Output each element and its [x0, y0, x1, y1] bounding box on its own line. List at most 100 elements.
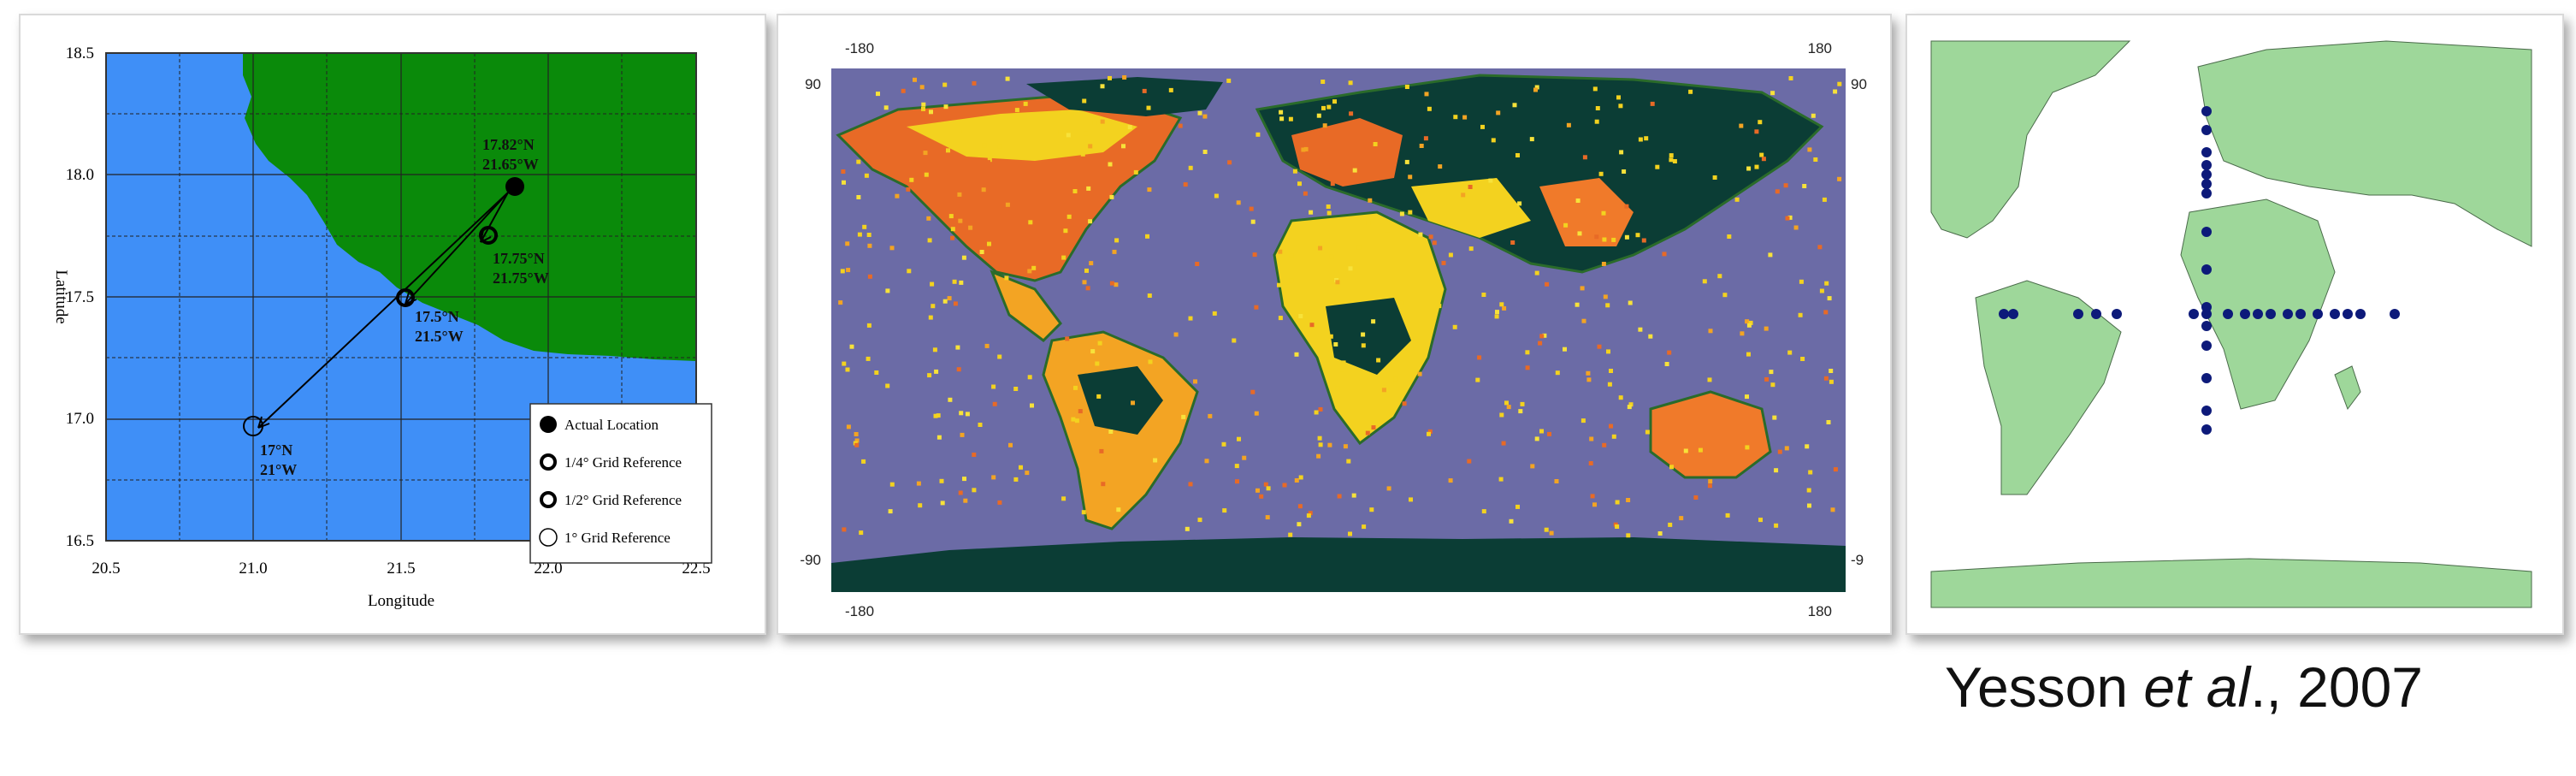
occurrence-dot [1297, 181, 1302, 187]
occurrence-dot [1775, 189, 1780, 194]
occurrence-dot [1626, 498, 1631, 502]
x-tick-label: 22.5 [682, 560, 710, 578]
occurrence-dot [1362, 524, 1367, 530]
occurrence-dot [1101, 482, 1106, 487]
occurrence-dot [1683, 448, 1688, 453]
antarctica-landmass [831, 537, 1846, 592]
occurrence-dot [1837, 176, 1842, 181]
occurrence-dot [947, 169, 952, 175]
occurrence-dot [1807, 147, 1812, 152]
occurrence-dot [1717, 274, 1722, 279]
occurrence-dot [1702, 279, 1707, 284]
occurrence-dot [1128, 361, 1133, 366]
occurrence-dot [1837, 81, 1842, 86]
occurrence-dot [1346, 459, 1351, 464]
occurrence-dot [948, 397, 953, 402]
y-tick-labels: 18.5 18.0 17.5 17.0 16.5 [66, 44, 94, 550]
occurrence-dot [1605, 303, 1610, 308]
occurrence-dot [1688, 89, 1693, 94]
occurrence-point [2201, 373, 2212, 383]
occurrence-dot [1787, 215, 1793, 220]
occurrence-dot [838, 300, 843, 305]
point-label: 21.75°W [493, 270, 549, 287]
occurrence-dot [1265, 515, 1270, 520]
occurrence-dot [1774, 523, 1779, 528]
occurrence-dot [1461, 193, 1466, 198]
occurrence-dot [1638, 137, 1643, 142]
occurrence-point [2008, 309, 2018, 319]
occurrence-dot [1208, 413, 1213, 418]
occurrence-dot [1147, 293, 1152, 298]
occurrence-dot [1307, 133, 1312, 138]
half-degree-marker [396, 288, 415, 307]
occurrence-dot [846, 268, 851, 273]
latitude-label-left-bottom: -90 [800, 552, 821, 568]
occurrence-dot [986, 160, 991, 165]
point-label: 17.5°N [415, 308, 459, 325]
occurrence-dot [1028, 220, 1033, 225]
occurrence-dot [885, 383, 890, 388]
occurrence-dot [1745, 319, 1750, 324]
occurrence-dot [1226, 78, 1232, 83]
occurrence-dot [1448, 478, 1453, 483]
occurrence-dot [942, 299, 948, 304]
occurrence-dot [984, 343, 990, 348]
occurrence-dot [1095, 361, 1100, 366]
occurrence-dot [1506, 405, 1511, 410]
x-axis-label: Longitude [368, 592, 434, 610]
occurrence-dot [978, 423, 983, 427]
occurrence-dot [842, 361, 847, 366]
occurrence-dot [895, 193, 900, 198]
occurrence-point [2201, 106, 2212, 116]
plot-frame [105, 52, 697, 542]
occurrence-dot [924, 172, 929, 177]
occurrence-dot [1256, 132, 1261, 137]
occurrence-dot [1121, 144, 1126, 149]
occurrence-dot [1817, 245, 1823, 250]
occurrence-dot [1092, 121, 1097, 126]
occurrence-dot [965, 412, 970, 417]
occurrence-dot [1114, 282, 1119, 287]
occurrence-dot [1371, 425, 1376, 430]
occurrence-dot [1746, 323, 1752, 328]
occurrence-dot [1602, 442, 1607, 447]
occurrence-dot [1348, 266, 1353, 271]
occurrence-dot [1592, 86, 1598, 92]
occurrence-dot [1348, 80, 1353, 86]
occurrence-dot [1518, 409, 1523, 414]
occurrence-dot [1448, 252, 1453, 258]
occurrence-dot [1097, 341, 1102, 346]
occurrence-dot [885, 288, 890, 293]
occurrence-dot [1146, 105, 1151, 110]
occurrence-point [2313, 309, 2323, 319]
occurrence-dot [950, 235, 955, 240]
occurrence-dot [1833, 89, 1838, 94]
occurrence-dot [1512, 103, 1517, 108]
occurrence-dot [1088, 144, 1093, 149]
occurrence-dot [1321, 347, 1326, 352]
occurrence-dot [974, 151, 979, 156]
occurrence-dot [1480, 124, 1485, 129]
occurrence-dot [1417, 371, 1422, 376]
occurrence-point [2330, 309, 2340, 319]
occurrence-dot [1356, 245, 1362, 250]
occurrence-dot [997, 144, 1002, 149]
occurrence-dot [992, 401, 997, 406]
occurrence-dot [956, 367, 961, 372]
occurrence-dot [1297, 504, 1303, 509]
occurrence-dot [1099, 448, 1104, 453]
occurrence-dot [1628, 300, 1633, 305]
occurrence-dot [1096, 394, 1102, 399]
occurrence-dot [933, 413, 938, 418]
india-china-hot-region [1539, 178, 1634, 246]
occurrence-dot [1679, 516, 1684, 521]
occurrence-dot [842, 527, 847, 532]
occurrence-dot [1288, 116, 1293, 121]
occurrence-dot [1398, 300, 1403, 305]
continents [831, 74, 1846, 592]
occurrence-dot [1145, 234, 1149, 239]
occurrence-dot [1256, 488, 1260, 493]
occurrence-dot [1707, 377, 1712, 382]
occurrence-point [2355, 309, 2366, 319]
occurrence-dot [1081, 510, 1086, 515]
